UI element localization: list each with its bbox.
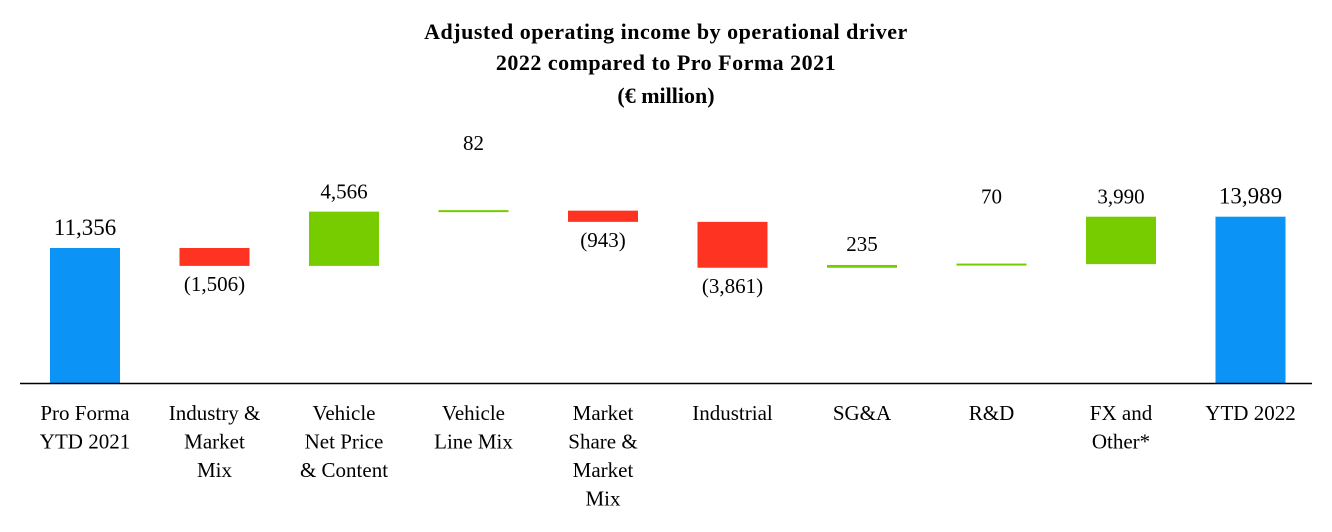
category-label-vehicle-line-mix-line-2: Line Mix [434, 430, 513, 454]
bar-industry-market-mix [179, 248, 250, 266]
chart-title-line-3: (€ million) [617, 83, 715, 108]
value-label-industry-market-mix: (1,506) [184, 272, 245, 296]
category-label-r-d-line-1: R&D [969, 401, 1015, 425]
value-label-pro-forma-ytd-2021: 11,356 [54, 215, 116, 240]
category-label-pro-forma-ytd-2021-line-1: Pro Forma [40, 401, 130, 425]
category-label-industry-market-mix-line-2: Market [184, 430, 245, 454]
category-label-market-share-market-mix-line-4: Mix [585, 487, 621, 511]
bar-vehicle-net-price-content [309, 211, 379, 266]
value-label-industrial: (3,861) [702, 274, 763, 298]
category-label-vehicle-line-mix-line-1: Vehicle [442, 401, 505, 425]
bar-vehicle-line-mix [438, 210, 509, 213]
chart-title-line-2: 2022 compared to Pro Forma 2021 [495, 50, 837, 75]
category-label-market-share-market-mix-line-3: Market [573, 458, 634, 482]
value-label-market-share-market-mix: (943) [580, 228, 626, 252]
bar-industrial [697, 221, 768, 268]
bar-ytd-2022 [1215, 216, 1286, 383]
category-label-industrial-line-1: Industrial [692, 401, 773, 425]
category-label-vehicle-net-price-content-line-2: Net Price [305, 430, 384, 454]
value-label-sg-a: 235 [846, 232, 878, 256]
value-label-vehicle-line-mix: 82 [463, 131, 484, 155]
bar-market-share-market-mix [568, 210, 638, 222]
category-label-pro-forma-ytd-2021-line-2: YTD 2021 [40, 430, 130, 454]
category-label-market-share-market-mix-line-1: Market [573, 401, 634, 425]
bar-pro-forma-ytd-2021 [50, 248, 120, 383]
category-label-market-share-market-mix-line-2: Share & [568, 430, 637, 454]
category-label-fx-and-other-line-1: FX and [1090, 401, 1153, 425]
category-label-fx-and-other-line-2: Other* [1092, 430, 1150, 454]
bar-r-d [956, 263, 1027, 266]
category-label-ytd-2022-line-1: YTD 2022 [1205, 401, 1295, 425]
chart-title-line-1: Adjusted operating income by operational… [424, 19, 908, 44]
value-label-ytd-2022: 13,989 [1219, 184, 1282, 209]
category-label-vehicle-net-price-content-line-3: & Content [300, 458, 388, 482]
bar-fx-and-other [1086, 216, 1156, 265]
value-label-r-d: 70 [981, 185, 1002, 209]
value-label-fx-and-other: 3,990 [1097, 185, 1144, 209]
bar-sg-a [827, 264, 897, 268]
value-label-vehicle-net-price-content: 4,566 [320, 180, 367, 204]
category-label-sg-a-line-1: SG&A [833, 401, 892, 425]
category-label-vehicle-net-price-content-line-1: Vehicle [313, 401, 376, 425]
category-label-industry-market-mix-line-1: Industry & [169, 401, 261, 425]
category-label-industry-market-mix-line-3: Mix [197, 458, 233, 482]
